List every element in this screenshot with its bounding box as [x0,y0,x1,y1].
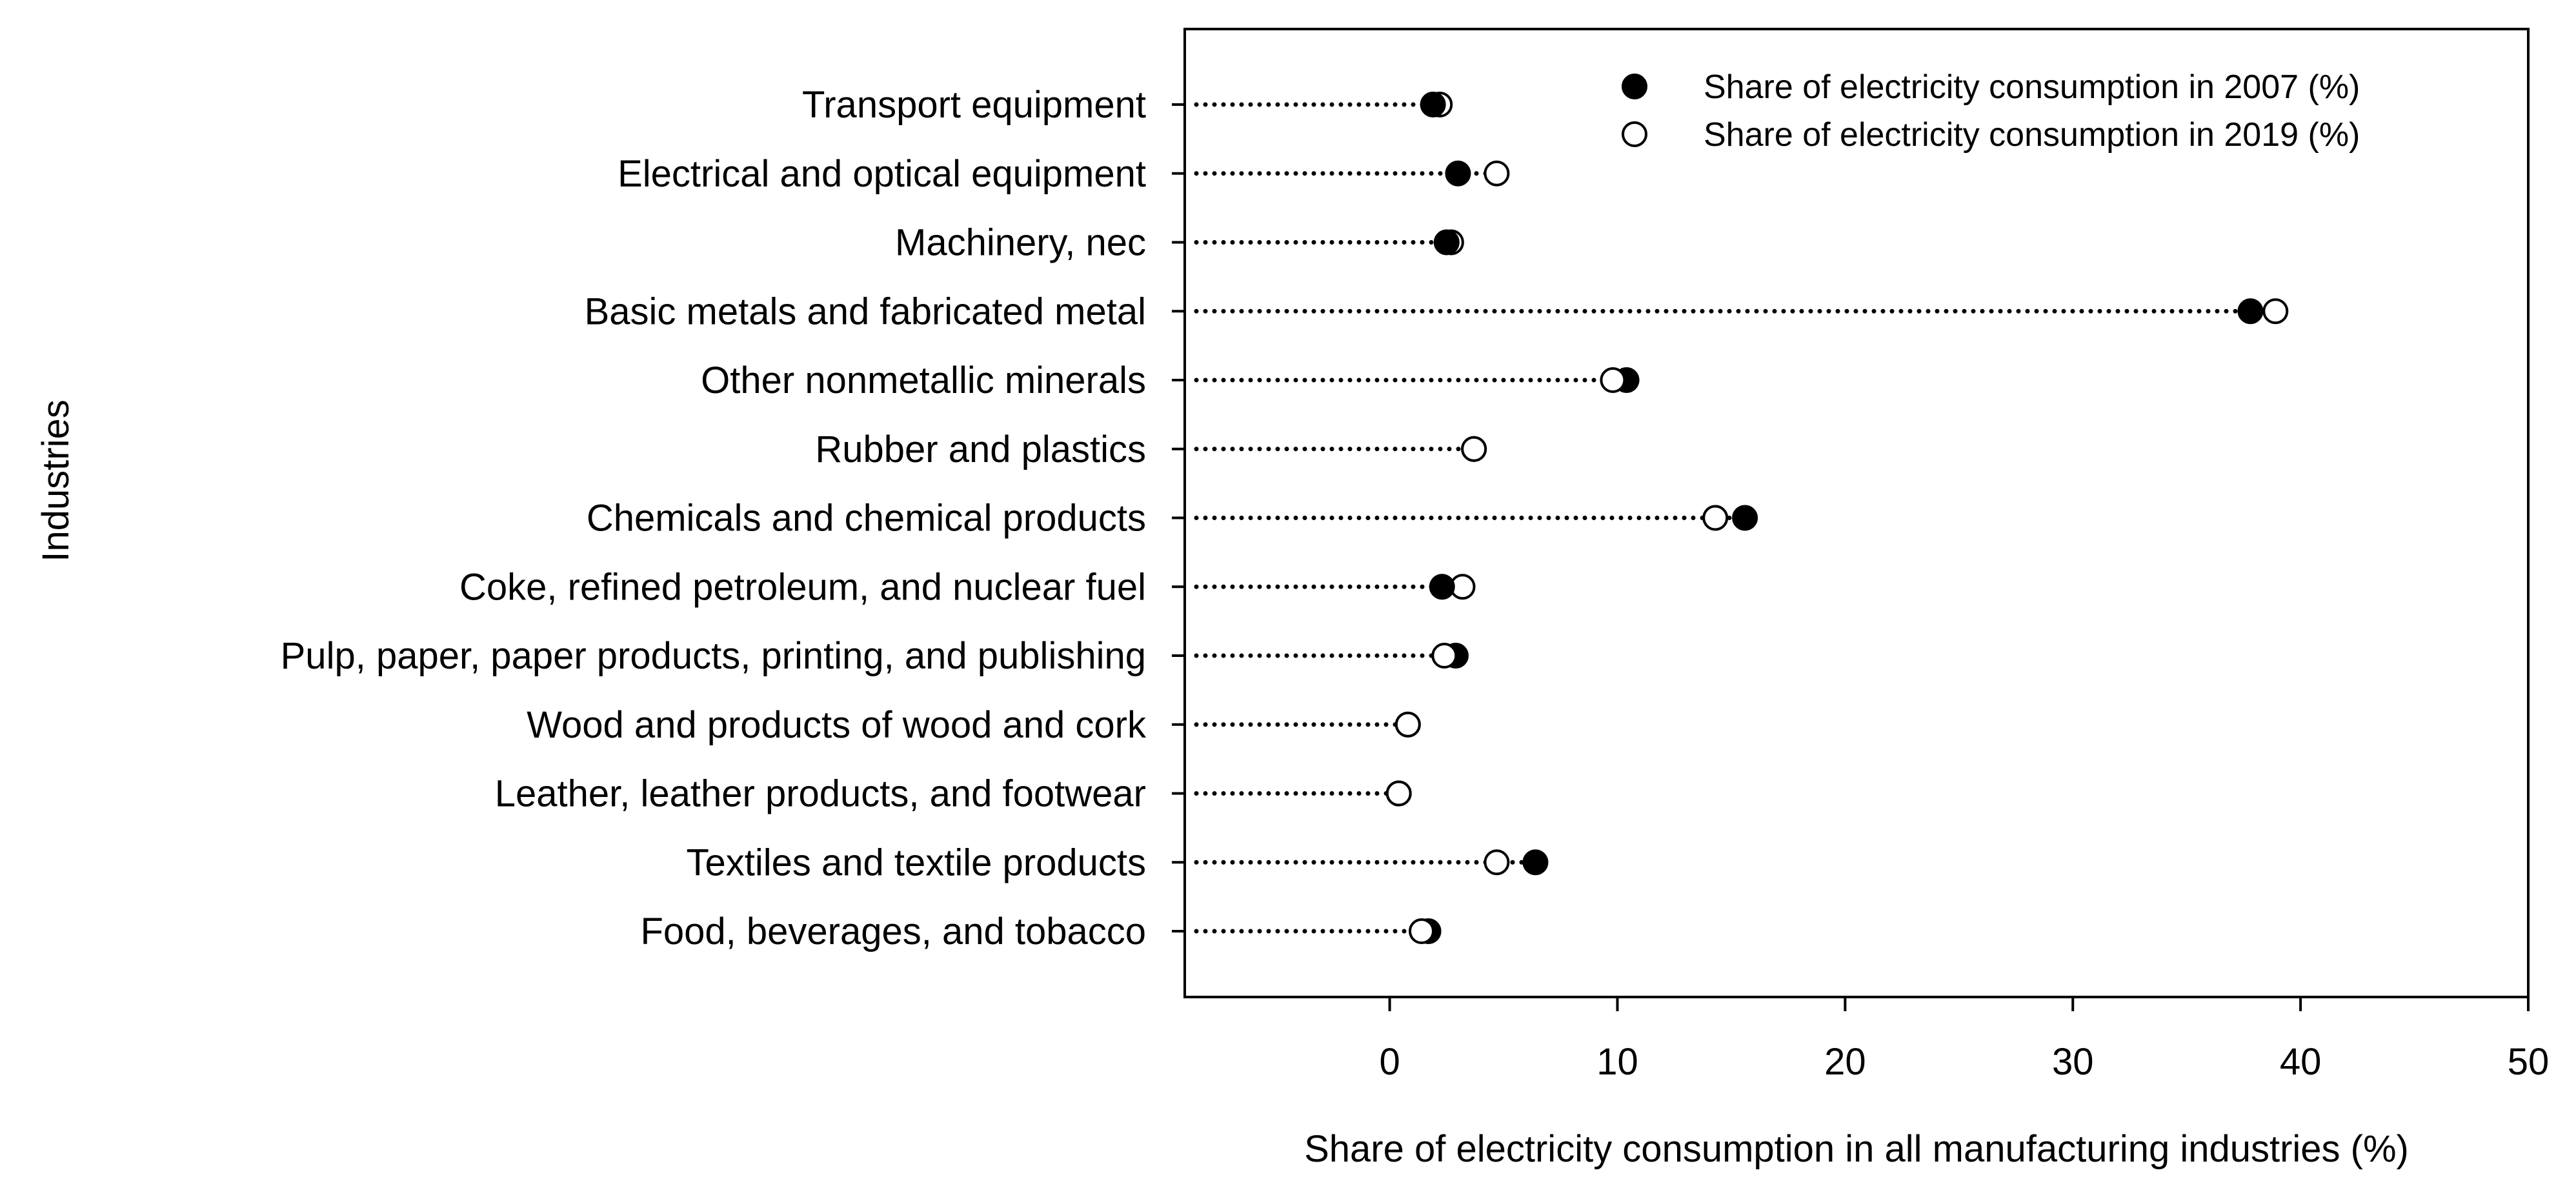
point-2007 [1420,92,1446,117]
x-axis-title: Share of electricity consumption in all … [1304,1128,2409,1170]
category-label: Coke, refined petroleum, and nuclear fue… [459,566,1146,608]
point-2019 [1702,505,1729,531]
category-label: Machinery, nec [895,222,1146,264]
legend-marker-2007 [1622,74,1647,99]
point-2019 [1431,643,1458,669]
point-2007 [1445,160,1471,186]
point-2019 [2262,298,2289,325]
legend-label-2007: Share of electricity consumption in 2007… [1704,68,2360,106]
category-label: Chemicals and chemical products [587,498,1146,539]
category-label: Leather, leather products, and footwear [495,773,1146,815]
x-tick-label: 10 [1596,1041,1638,1083]
point-2019 [1484,160,1510,186]
category-label: Electrical and optical equipment [618,153,1146,195]
x-tick-label: 30 [2052,1041,2094,1083]
point-2007 [1732,505,1758,531]
point-2007 [1429,574,1455,600]
point-2019 [1408,918,1434,944]
x-tick-label: 0 [1379,1041,1400,1083]
category-label: Basic metals and fabricated metal [585,290,1146,332]
x-tick-label: 50 [2508,1041,2550,1083]
y-axis-title: Industries [35,399,77,561]
x-tick-label: 20 [1824,1041,1866,1083]
category-label: Rubber and plastics [815,428,1146,470]
category-label: Transport equipment [802,84,1146,126]
point-2019 [1394,711,1421,738]
category-rows: Transport equipment Electrical and optica… [281,84,2289,952]
category-label: Textiles and textile products [687,841,1146,883]
legend-marker-2019 [1622,121,1647,147]
point-2007 [1522,849,1549,876]
legend-label-2019: Share of electricity consumption in 2019… [1704,116,2360,154]
category-label: Wood and products of wood and cork [527,704,1147,746]
category-label: Other nonmetallic minerals [701,359,1146,401]
x-tick-label: 40 [2280,1041,2322,1083]
point-2007 [2237,298,2264,325]
point-2019 [1461,436,1487,462]
plot-frame [1183,28,2530,998]
point-2019 [1600,367,1626,393]
legend: Share of electricity consumption in 2007… [1622,68,2360,154]
category-label: Pulp, paper, paper products, printing, a… [281,635,1146,677]
category-label: Food, beverages, and tobacco [640,911,1146,952]
point-2007 [1433,229,1460,256]
x-axis: 0 10 20 30 40 50 [1379,997,2549,1083]
point-2019 [1385,780,1412,807]
point-2019 [1484,849,1510,876]
